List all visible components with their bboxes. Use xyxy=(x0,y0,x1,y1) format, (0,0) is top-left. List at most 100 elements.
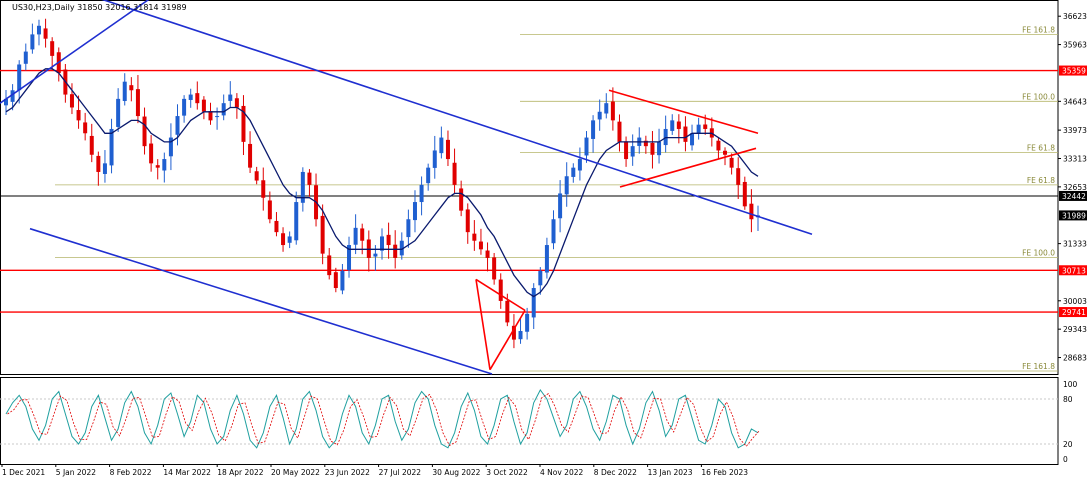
oscillator-tick-label: 80 xyxy=(1063,395,1073,404)
fibo-layer: FE 161.8 FE 100.0 FE 61.8 FE 61.8 FE 100.0 FE… xyxy=(55,25,1058,372)
candle-body xyxy=(406,219,411,238)
candle-body xyxy=(175,116,180,135)
candle-body xyxy=(610,101,615,121)
candle-layer xyxy=(4,18,760,349)
candle-body xyxy=(122,81,127,102)
candle-body xyxy=(472,233,477,241)
candle-body xyxy=(544,245,549,273)
candle-body xyxy=(485,250,490,258)
candle-body xyxy=(412,202,417,221)
fibo-level-label: FE 100.0 xyxy=(1022,249,1055,258)
candle-body xyxy=(478,241,483,250)
candle-body xyxy=(386,234,391,246)
oscillator-main-line xyxy=(5,389,759,449)
price-tick-label: 32653 xyxy=(1063,183,1087,192)
axis-layer: 36623 35963 34643 33973 33313 32653 31333 30003… xyxy=(1,12,1087,477)
oscillator-tick-label: 100 xyxy=(1063,380,1078,389)
date-tick-label: 23 Jun 2022 xyxy=(325,468,370,477)
candle-body xyxy=(525,313,530,332)
candle-body xyxy=(333,272,338,289)
date-tick-label: 3 Oct 2022 xyxy=(486,468,528,477)
candle-body xyxy=(23,51,28,64)
candle-body xyxy=(215,116,220,118)
candle-body xyxy=(597,111,602,120)
date-tick-label: 30 Aug 2022 xyxy=(432,468,480,477)
candle-body xyxy=(617,121,622,142)
hline-layer xyxy=(0,69,1058,313)
candle-body xyxy=(624,141,629,160)
price-tick-label: 33973 xyxy=(1063,126,1087,135)
candle-body xyxy=(511,325,516,340)
candle-body xyxy=(188,94,193,100)
candle-body xyxy=(736,168,741,185)
price-badge xyxy=(1059,65,1087,76)
candle-body xyxy=(50,41,55,56)
candle-body xyxy=(267,200,272,220)
candle-body xyxy=(380,236,384,251)
candle-body xyxy=(729,157,734,168)
candle-body xyxy=(102,163,107,174)
price-badge xyxy=(1059,265,1087,276)
candle-body xyxy=(439,137,444,154)
trendline xyxy=(608,89,759,135)
candle-body xyxy=(149,143,154,164)
candle-body xyxy=(531,288,536,318)
oscillator-signal-line xyxy=(7,393,760,447)
price-tick-label: 29343 xyxy=(1063,325,1087,334)
oscillator-panel-frame xyxy=(0,377,1059,465)
trendline xyxy=(619,147,757,188)
candle-body xyxy=(742,181,747,207)
candle-body xyxy=(538,270,543,286)
candle-body xyxy=(683,126,688,142)
candle-body xyxy=(577,159,582,171)
main-panel-frame xyxy=(0,0,1059,375)
candle-body xyxy=(353,227,358,245)
candle-body xyxy=(551,219,556,244)
price-tick-label: 34643 xyxy=(1063,97,1087,106)
date-tick-label: 8 Feb 2022 xyxy=(110,468,152,477)
candle-body xyxy=(274,220,279,233)
candle-body xyxy=(201,99,206,112)
date-tick-label: 1 Dec 2021 xyxy=(2,468,45,477)
candle-body xyxy=(723,150,728,155)
candle-body xyxy=(676,121,681,129)
date-tick-label: 27 Jul 2022 xyxy=(379,468,422,477)
candle-body xyxy=(182,98,187,116)
candle-body xyxy=(690,133,695,146)
price-tick-label: 36623 xyxy=(1063,12,1087,21)
candle-body xyxy=(749,203,754,220)
date-tick-label: 14 Mar 2022 xyxy=(163,468,211,477)
candle-body xyxy=(452,162,457,185)
candle-body xyxy=(261,180,266,198)
fibo-level-label: FE 161.8 xyxy=(1022,25,1055,34)
candle-body xyxy=(17,64,22,91)
oscillator-tick-label: 20 xyxy=(1063,440,1073,449)
candle-body xyxy=(248,143,253,168)
fibo-level-label: FE 161.8 xyxy=(1022,362,1055,371)
candle-body xyxy=(116,98,121,127)
price-tick-label: 28683 xyxy=(1063,354,1087,363)
date-tick-label: 5 Jan 2022 xyxy=(56,468,96,477)
candle-body xyxy=(696,124,701,134)
candle-body xyxy=(96,155,101,172)
candle-body xyxy=(459,188,464,211)
candle-body xyxy=(30,34,35,50)
candle-body xyxy=(69,94,74,108)
candle-body xyxy=(445,139,450,160)
candle-body xyxy=(36,25,41,35)
candle-body xyxy=(208,111,213,121)
candle-body xyxy=(591,120,596,139)
candle-body xyxy=(558,193,563,219)
date-tick-label: 13 Jan 2023 xyxy=(648,468,693,477)
candle-body xyxy=(432,150,437,168)
candle-body xyxy=(320,215,325,254)
price-badge xyxy=(1059,210,1087,221)
candle-body xyxy=(426,167,431,184)
candle-body xyxy=(360,228,365,241)
date-tick-label: 8 Dec 2022 xyxy=(594,468,637,477)
candle-body xyxy=(155,165,160,168)
candle-body xyxy=(643,140,648,147)
candle-body xyxy=(505,300,510,323)
